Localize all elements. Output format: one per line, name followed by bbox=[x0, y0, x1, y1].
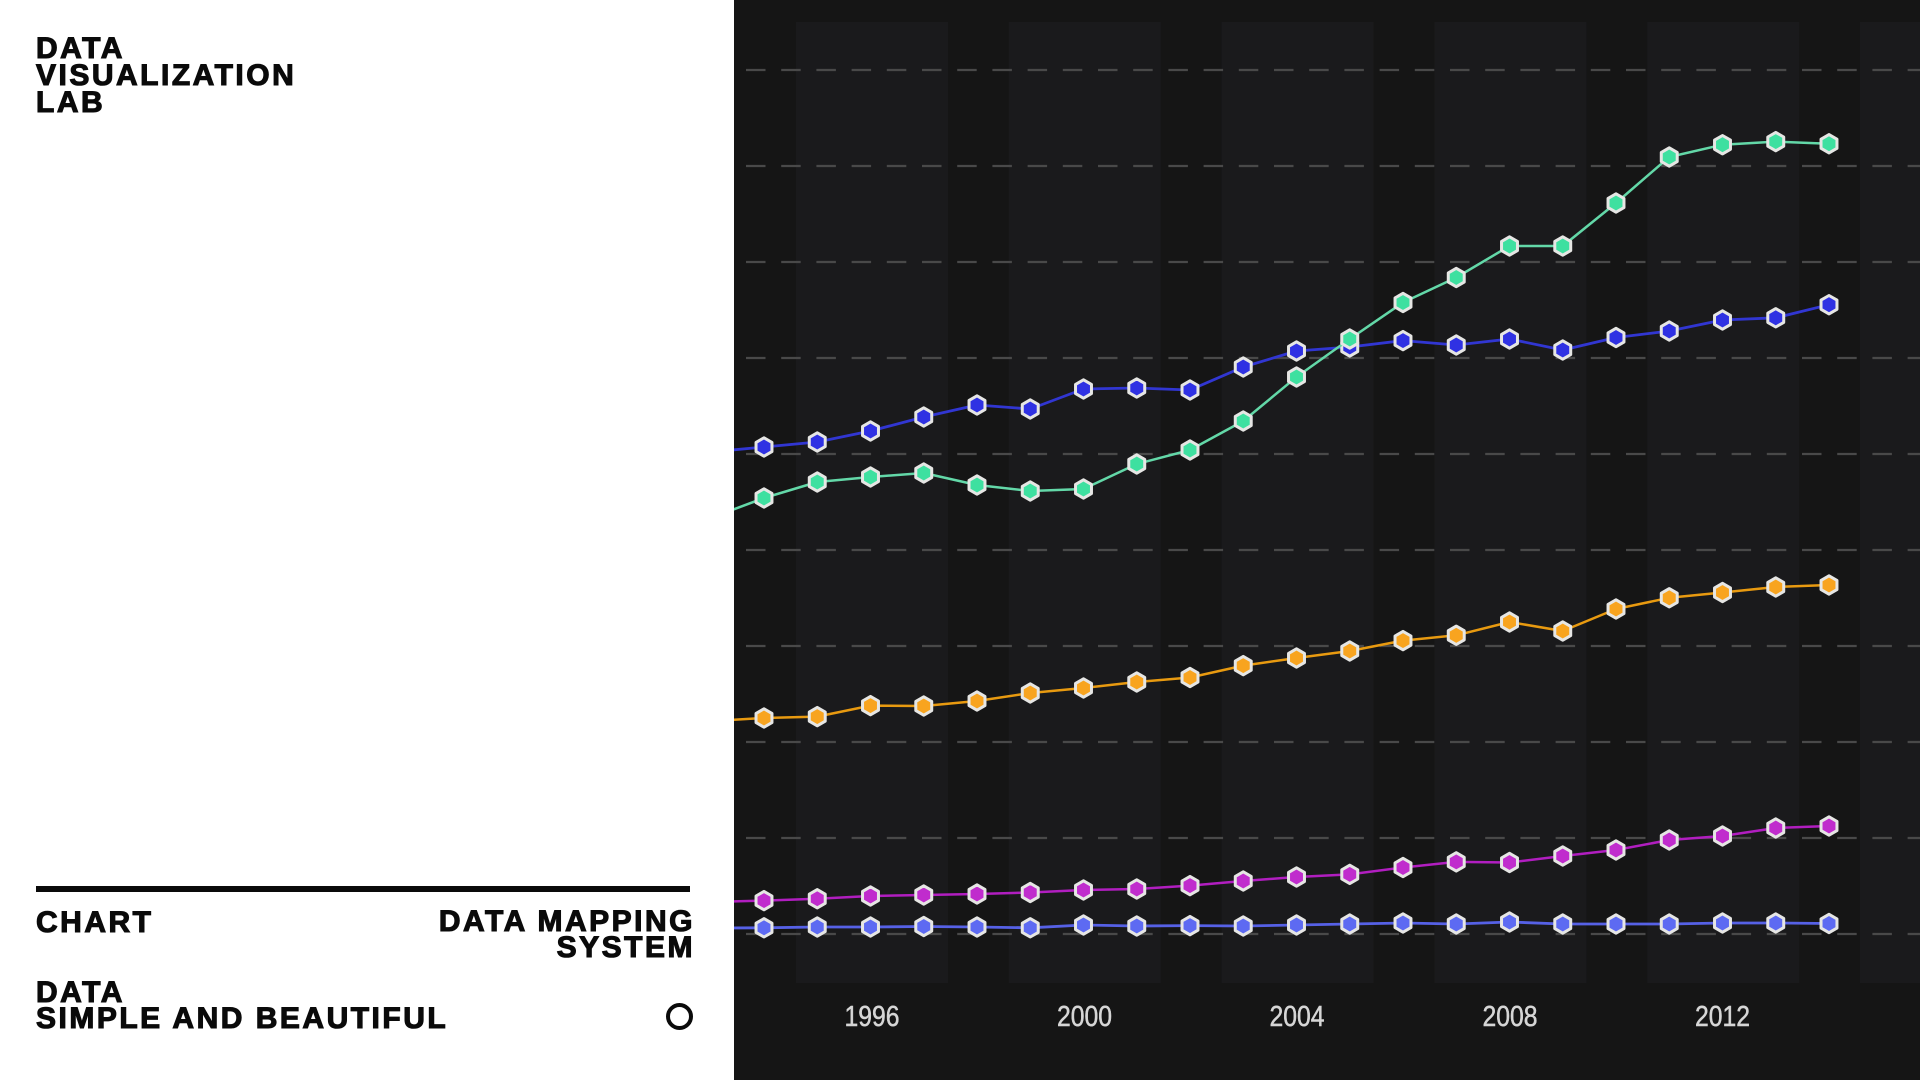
svg-text:2012: 2012 bbox=[1695, 1001, 1750, 1033]
svg-text:2004: 2004 bbox=[1270, 1001, 1325, 1033]
svg-text:2008: 2008 bbox=[1483, 1001, 1538, 1033]
svg-text:1996: 1996 bbox=[845, 1001, 900, 1033]
svg-text:2000: 2000 bbox=[1057, 1001, 1112, 1033]
